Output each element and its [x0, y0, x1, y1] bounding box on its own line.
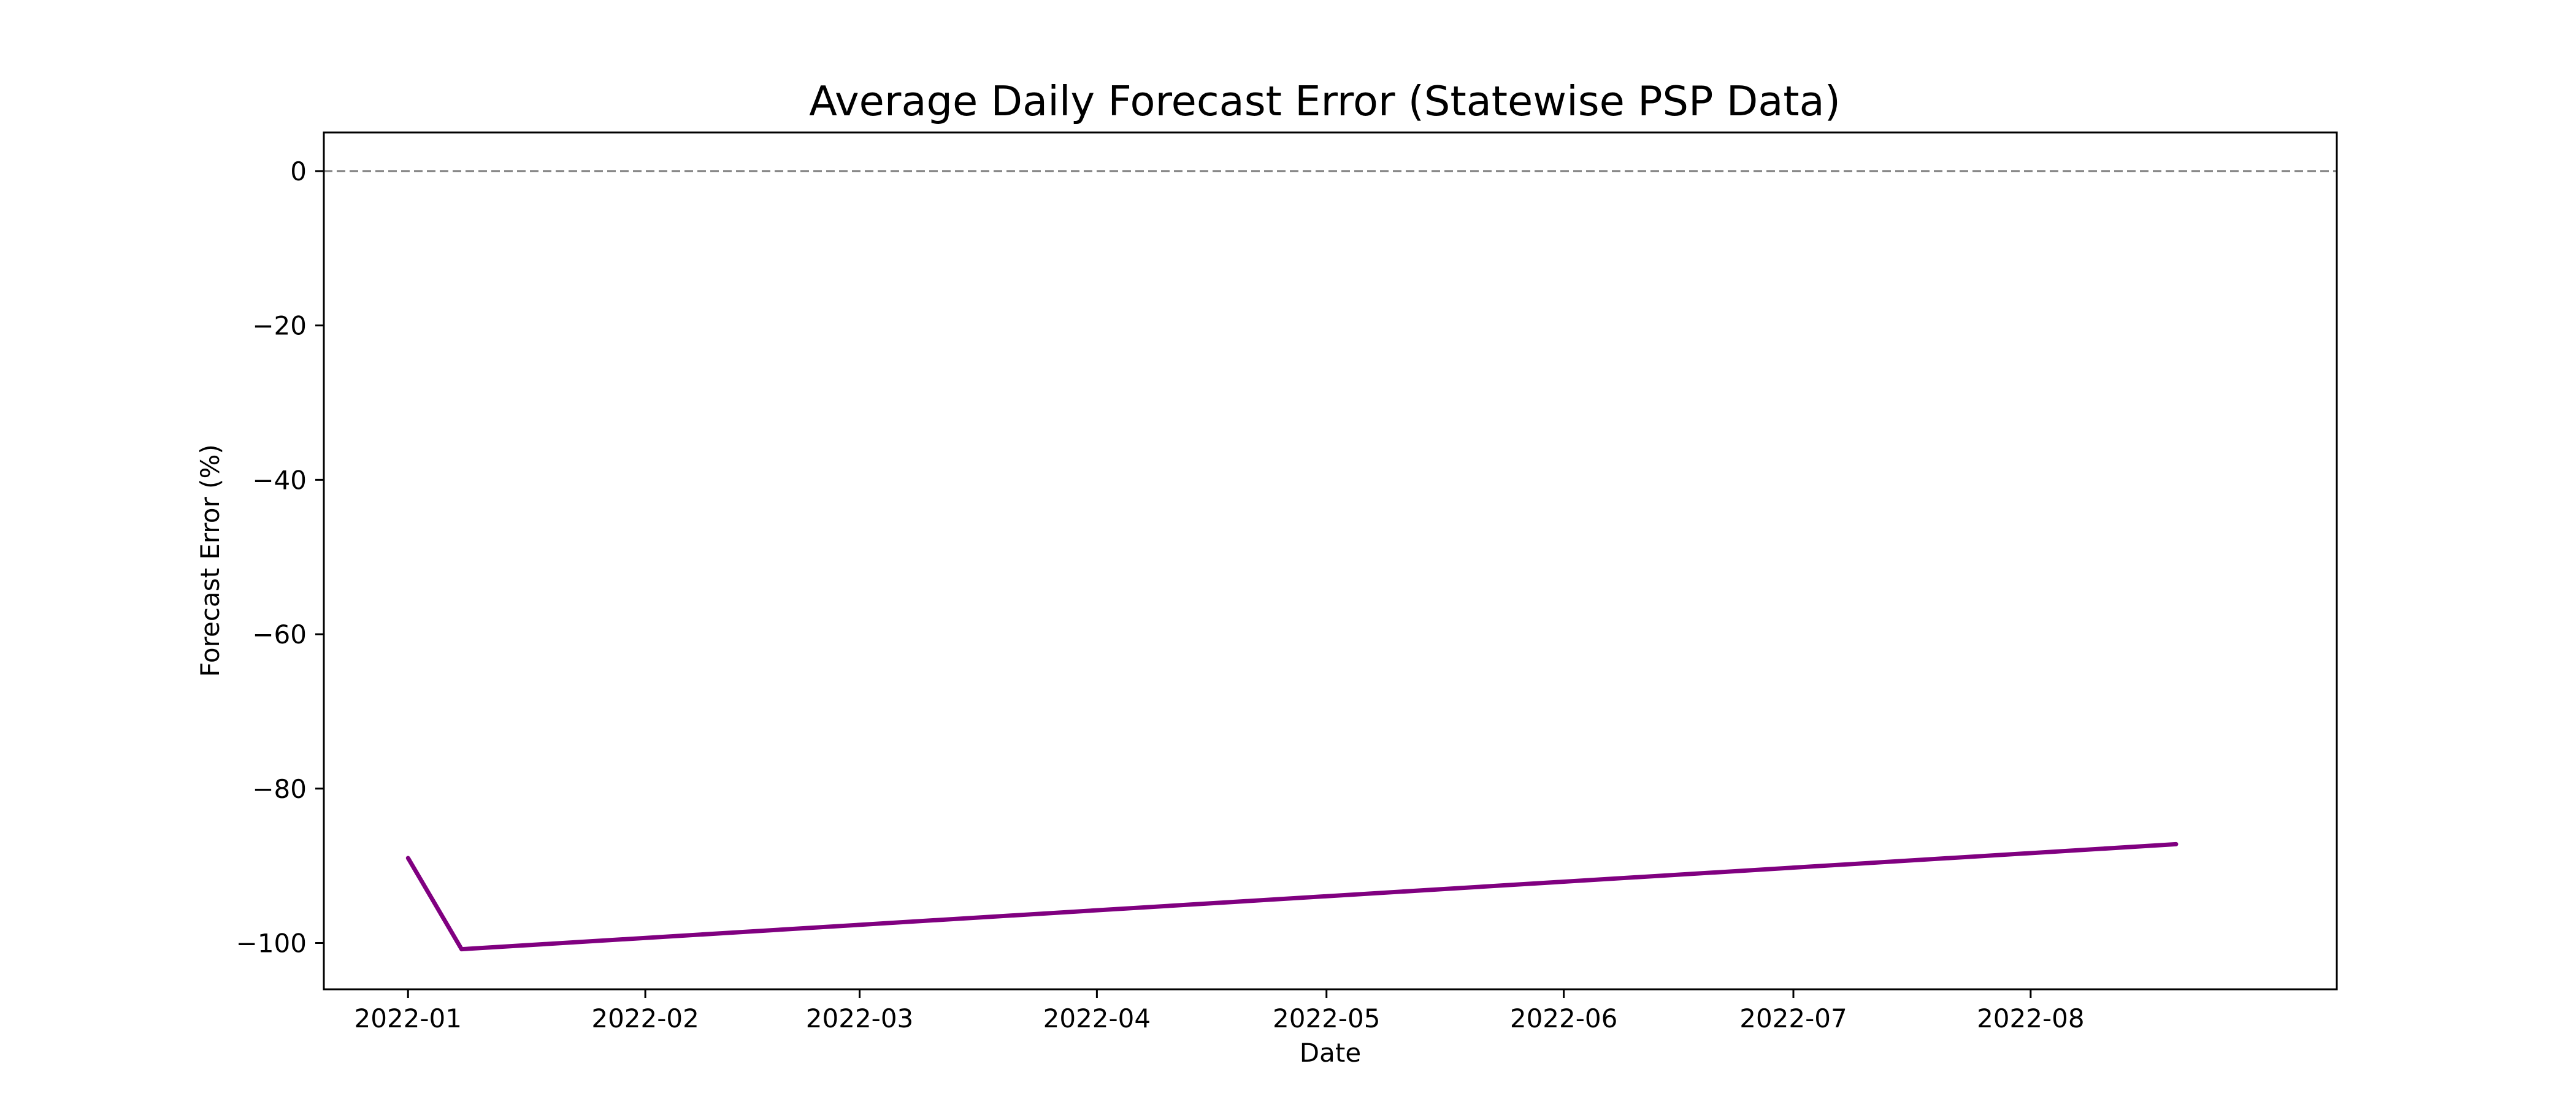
y-tick-label: −40 — [252, 465, 307, 495]
x-axis-label: Date — [1300, 1038, 1361, 1068]
y-tick-label: −20 — [252, 311, 307, 341]
y-tick-label: −60 — [252, 619, 307, 650]
y-axis: 0 −20 −40 −60 −80 −100 — [236, 156, 324, 958]
x-tick-label: 2022-08 — [1977, 1003, 2085, 1033]
chart-title: Average Daily Forecast Error (Statewise … — [809, 77, 1841, 125]
series-points — [405, 841, 2179, 952]
x-tick-label: 2022-03 — [806, 1003, 914, 1033]
y-tick-label: −100 — [236, 928, 307, 958]
x-axis: 2022-01 2022-02 2022-03 2022-04 2022-05 2022-… — [355, 989, 2085, 1033]
x-tick-label: 2022-07 — [1739, 1003, 1847, 1033]
x-tick-label: 2022-02 — [591, 1003, 699, 1033]
y-tick-label: −80 — [252, 774, 307, 804]
x-tick-label: 2022-05 — [1273, 1003, 1381, 1033]
data-point — [459, 947, 464, 952]
data-point — [2174, 841, 2179, 846]
plot-area-frame — [323, 131, 2338, 991]
x-tick-label: 2022-01 — [355, 1003, 462, 1033]
y-axis-label: Forecast Error (%) — [195, 444, 225, 677]
x-tick-label: 2022-04 — [1043, 1003, 1151, 1033]
x-tick-label: 2022-06 — [1510, 1003, 1618, 1033]
y-tick-label: 0 — [290, 156, 307, 186]
data-point — [405, 856, 410, 861]
